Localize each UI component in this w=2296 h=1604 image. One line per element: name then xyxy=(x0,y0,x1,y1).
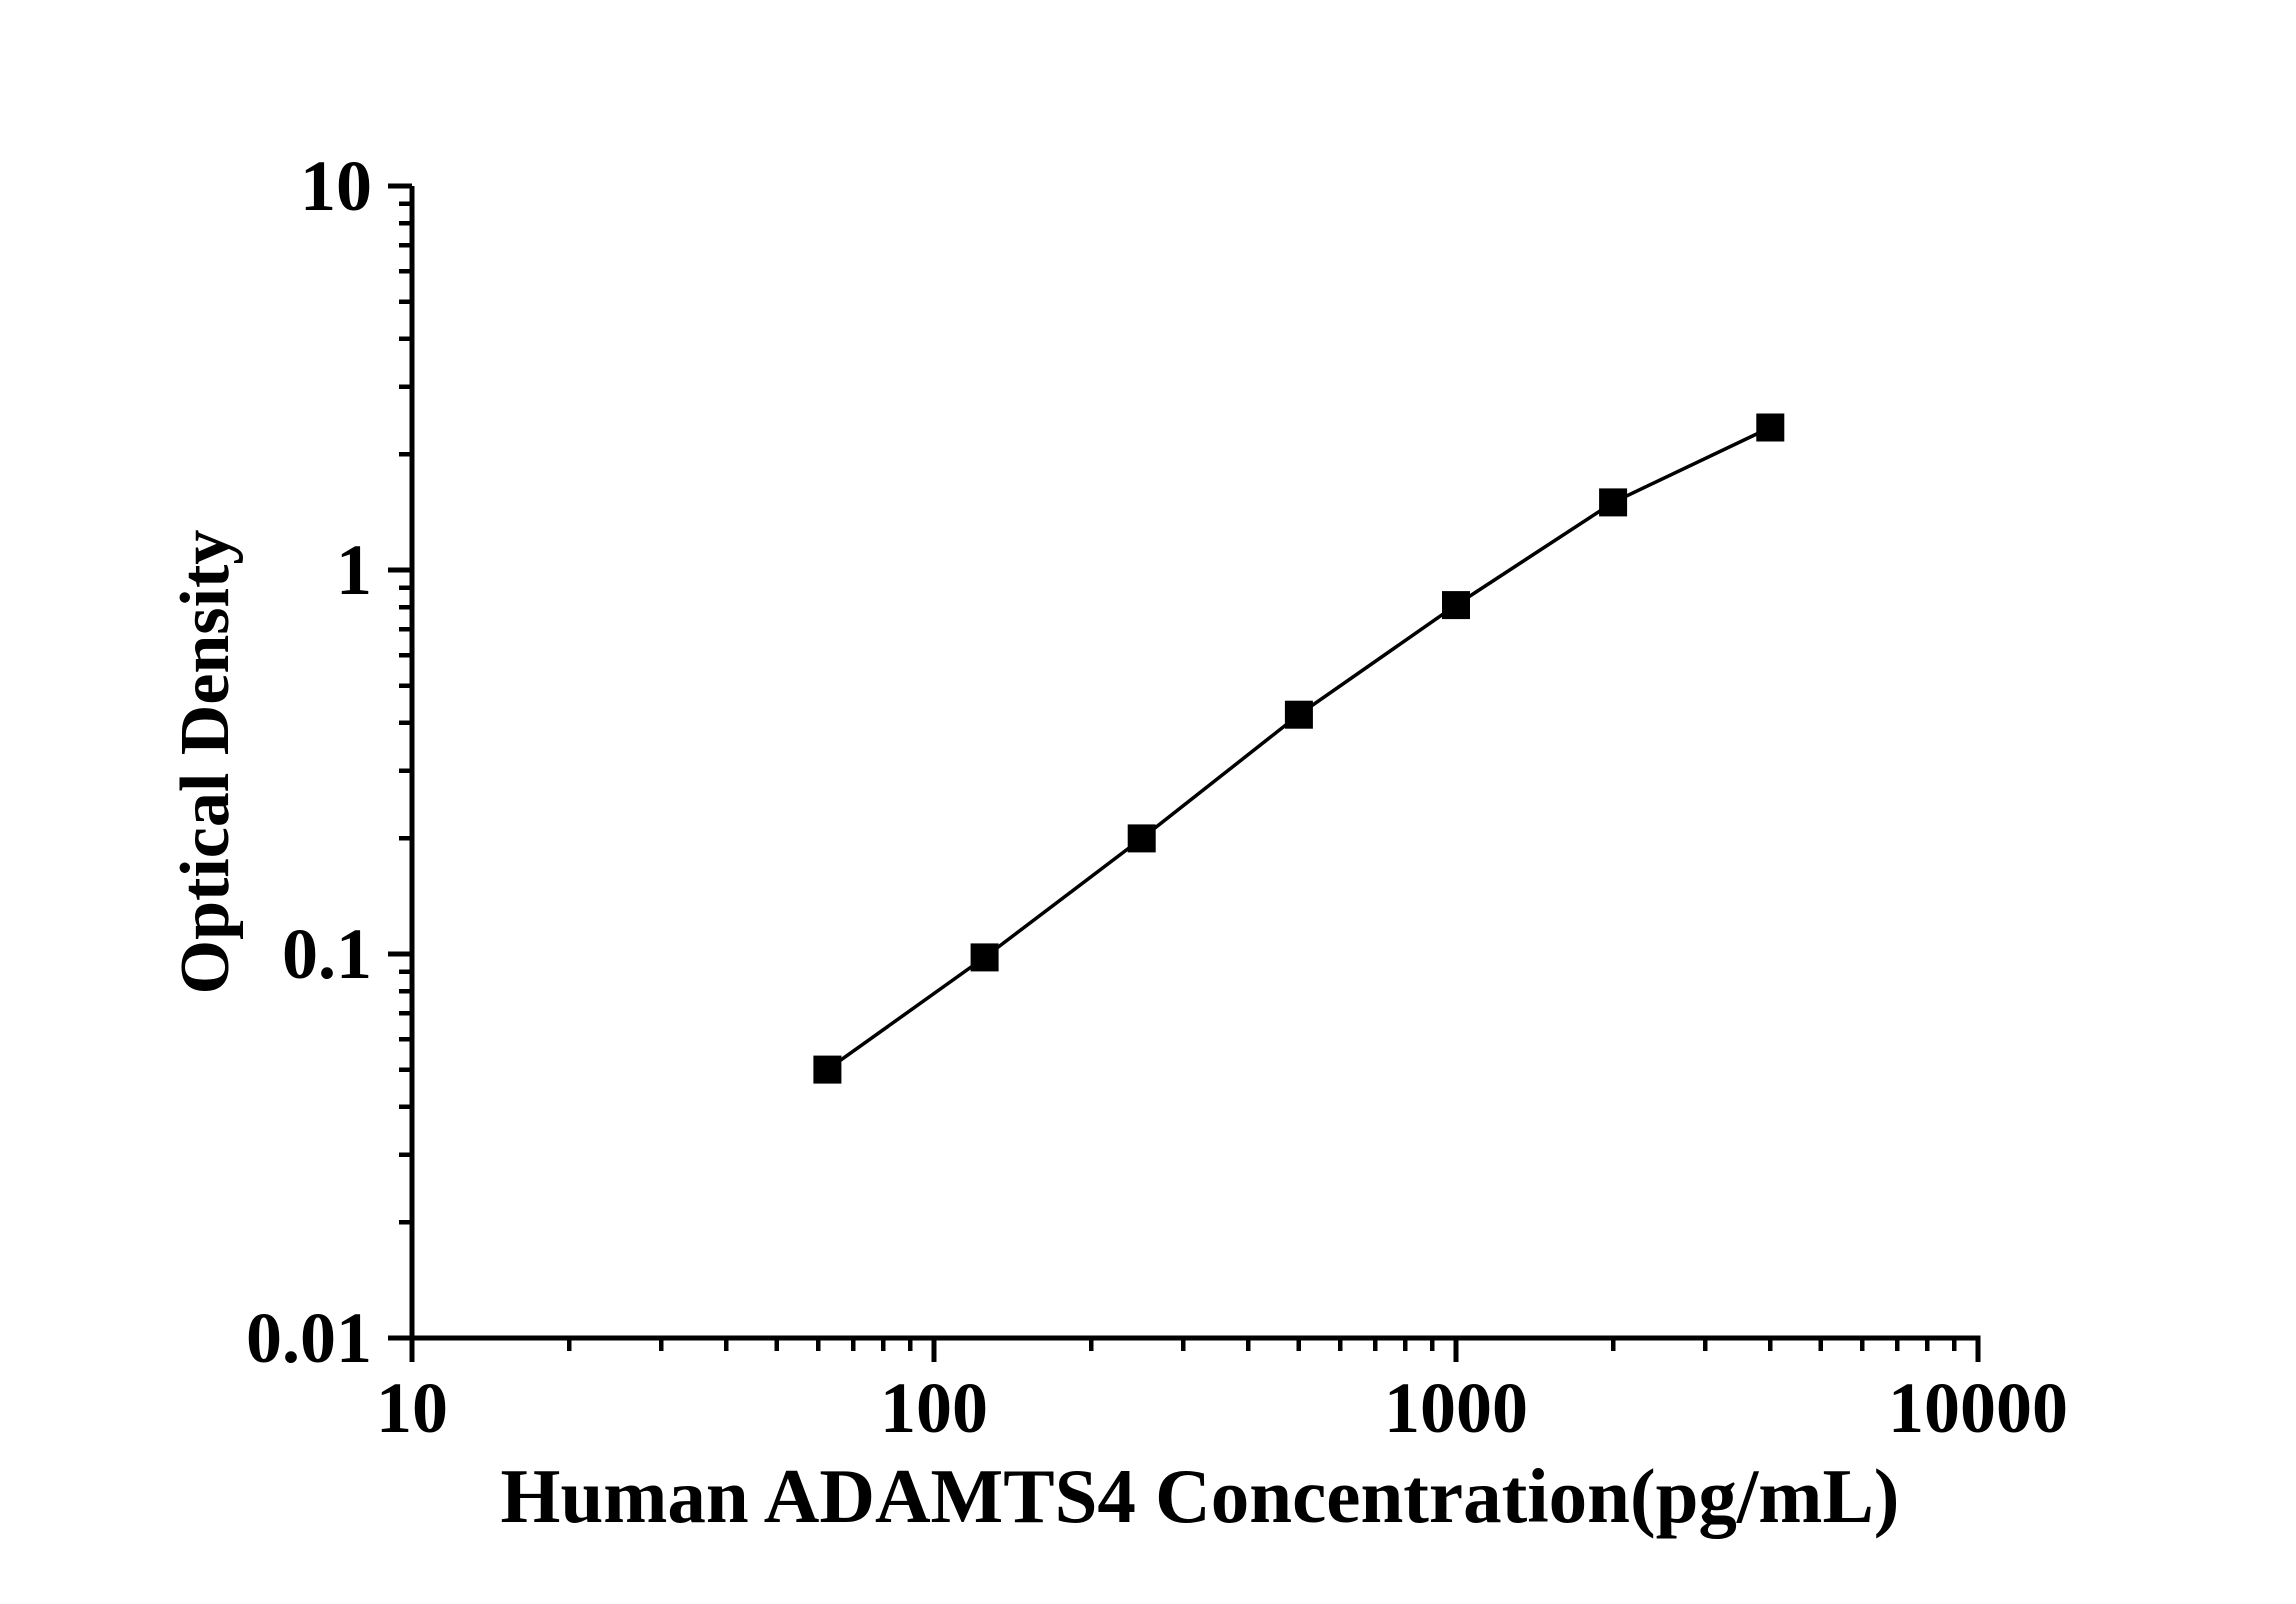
data-point-marker xyxy=(1756,413,1785,442)
y-tick-label: 1 xyxy=(336,530,372,610)
x-tick-label: 1000 xyxy=(1384,1368,1528,1448)
axes-group: 10 100 1000 10000 10 1 0.1 0.01 xyxy=(246,146,2068,1448)
x-tick-label: 10 xyxy=(376,1368,448,1448)
data-point-marker xyxy=(813,1055,842,1084)
data-point-marker xyxy=(1442,591,1470,620)
x-axis-title: Human ADAMTS4 Concentration(pg/mL) xyxy=(501,1453,1900,1539)
data-point-marker xyxy=(970,943,999,972)
series-group xyxy=(813,413,1785,1084)
y-tick-label: 10 xyxy=(300,146,372,226)
y-tick-label: 0.1 xyxy=(282,914,372,994)
data-point-marker xyxy=(1599,488,1628,517)
data-point-marker xyxy=(1127,824,1156,853)
x-tick-label: 100 xyxy=(880,1368,988,1448)
x-tick-label: 10000 xyxy=(1888,1368,2068,1448)
standard-curve-line xyxy=(826,425,1772,1072)
data-point-marker xyxy=(1284,700,1313,729)
y-tick-label: 0.01 xyxy=(246,1298,372,1378)
y-axis-title: Optical Density xyxy=(167,530,244,995)
